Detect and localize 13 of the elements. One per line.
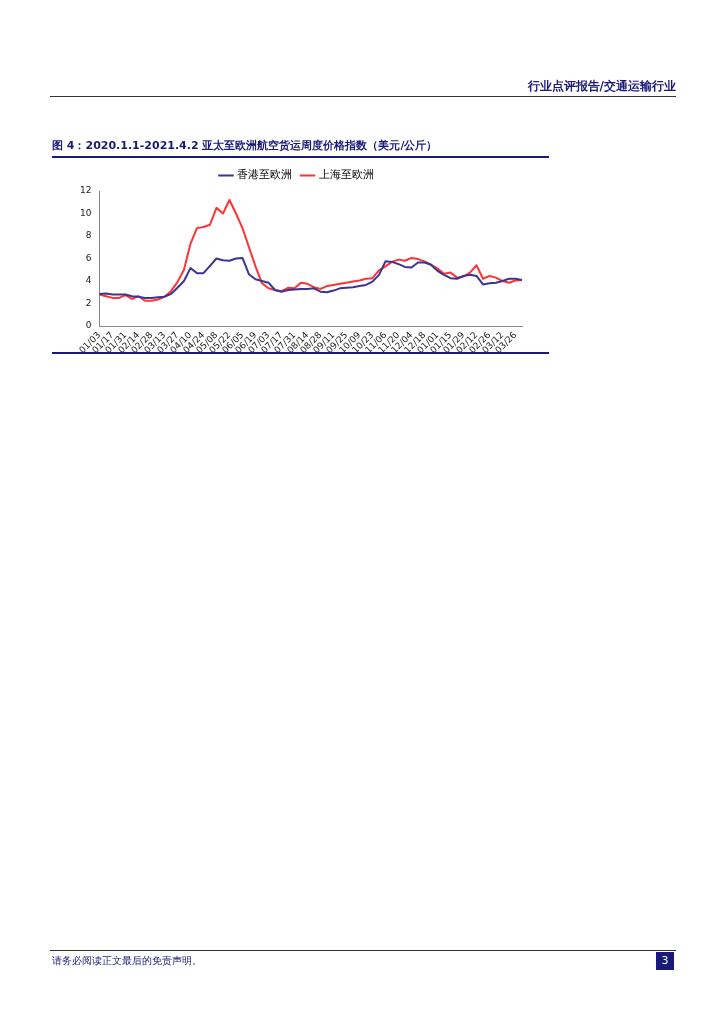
y-tick-label: 10 — [80, 207, 92, 218]
y-tick-label: 6 — [85, 252, 92, 263]
legend-label: 香港至欧洲 — [237, 168, 292, 182]
y-tick-label: 4 — [85, 275, 92, 286]
y-tick-label: 12 — [80, 185, 92, 196]
y-tick-label: 2 — [85, 297, 92, 308]
text: 3 — [656, 952, 674, 970]
y-tick-label: 8 — [85, 230, 92, 241]
y-tick-label: 0 — [85, 320, 92, 331]
text: 行业点评报告/交通运输行业 — [527, 78, 676, 95]
text: 请务必阅读正文最后的免责声明。 — [52, 954, 202, 968]
chart-title: 图 4：2020.1.1-2021.4.2 亚太至欧洲航空货运周度价格指数（美元/公斤） — [52, 138, 438, 153]
legend-label: 上海至欧洲 — [318, 168, 374, 182]
